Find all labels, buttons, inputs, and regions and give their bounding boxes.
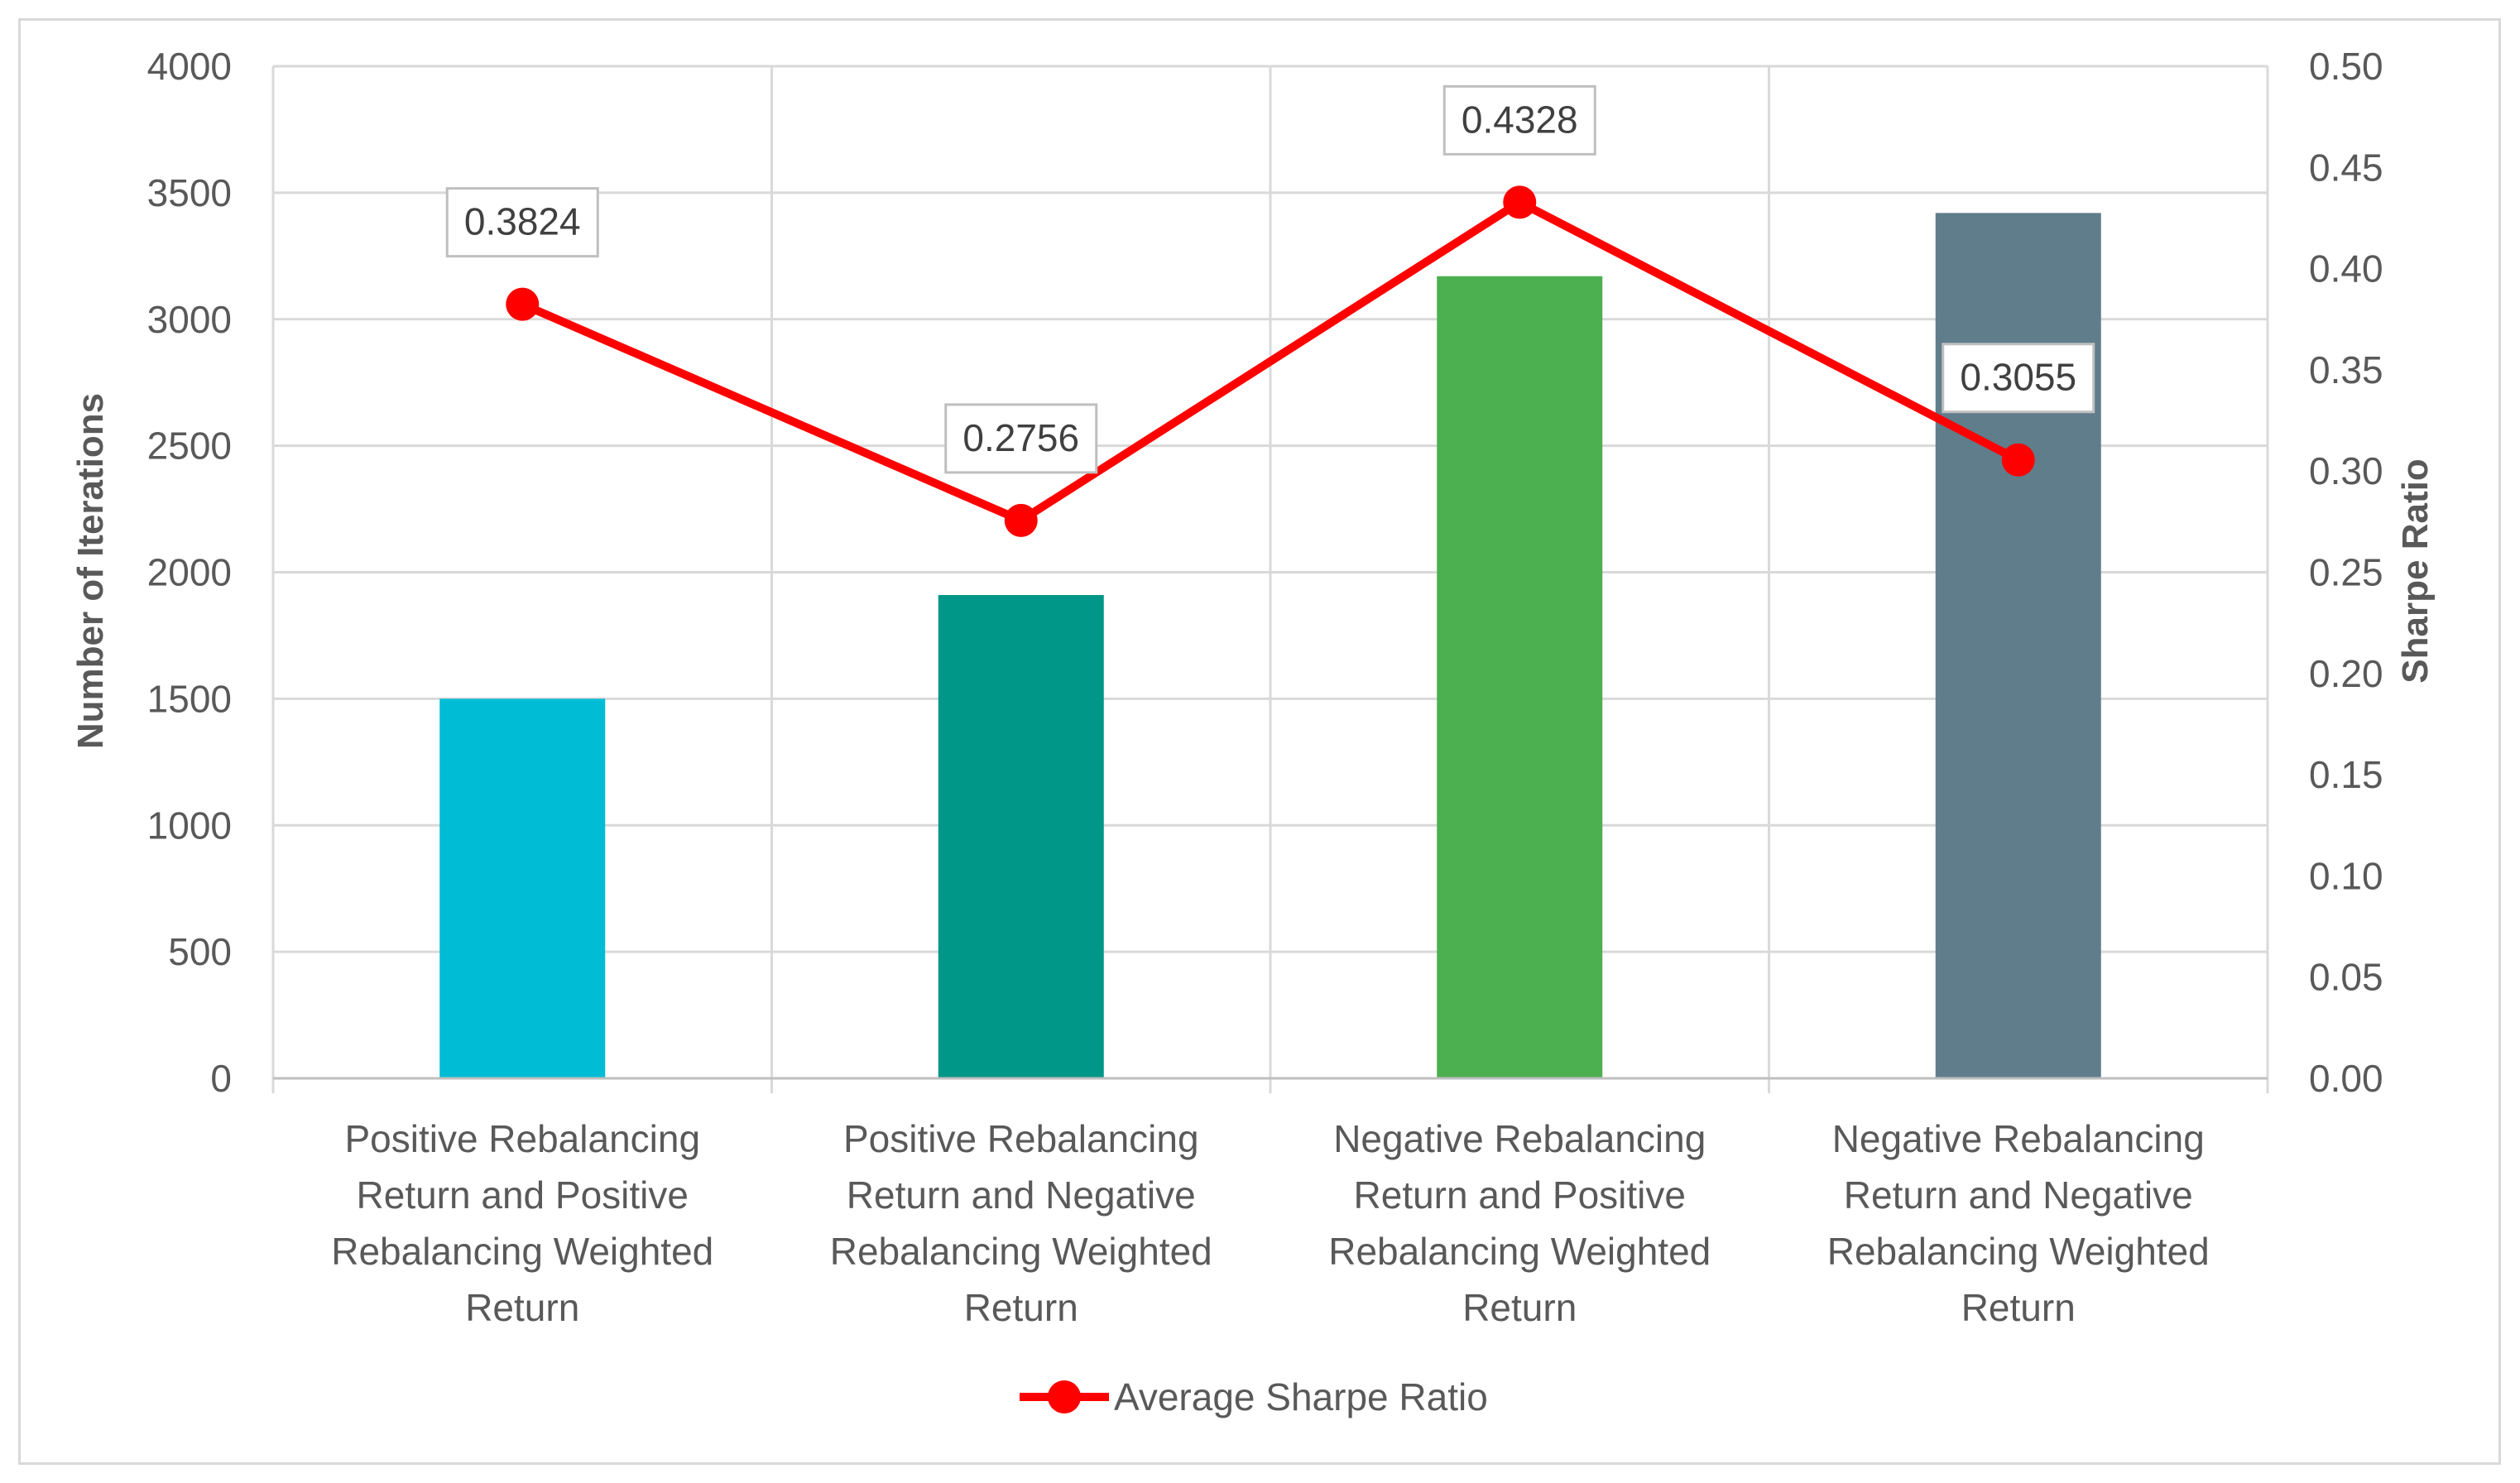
category-label: Positive Rebalancing Return and Positive R… bbox=[331, 1117, 713, 1329]
line-series bbox=[506, 185, 2035, 537]
sharpe-line bbox=[521, 198, 2021, 525]
chart-frame bbox=[18, 18, 2501, 1465]
sharpe-point bbox=[506, 287, 540, 321]
right-tick-label: 0.15 bbox=[2309, 753, 2383, 796]
bar bbox=[1935, 213, 2101, 1079]
category-label-line: Return and Negative bbox=[1844, 1173, 2193, 1217]
category-label-line: Return and Positive bbox=[1354, 1173, 1686, 1217]
category-label-line: Rebalancing Weighted bbox=[830, 1230, 1212, 1273]
data-label-box bbox=[445, 187, 599, 258]
category-label: Negative Rebalancing Return and Positive R… bbox=[1328, 1117, 1711, 1329]
left-axis-ticks: 0 500 1000 1500 2000 2500 3000 3500 4000 bbox=[147, 45, 232, 1100]
legend-label: Average Sharpe Ratio bbox=[1114, 1375, 1488, 1418]
left-tick-label: 2500 bbox=[147, 425, 232, 468]
right-tick-label: 0.05 bbox=[2309, 956, 2383, 999]
category-label-line: Rebalancing Weighted bbox=[331, 1230, 713, 1273]
left-tick-label: 3000 bbox=[147, 298, 232, 341]
category-label-line: Negative Rebalancing bbox=[1832, 1117, 2205, 1160]
category-label-line: Return bbox=[964, 1286, 1078, 1329]
data-label-box bbox=[1442, 84, 1596, 156]
category-label-line: Negative Rebalancing bbox=[1333, 1117, 1706, 1160]
right-tick-label: 0.35 bbox=[2309, 348, 2383, 391]
sharpe-point bbox=[1503, 185, 1537, 219]
legend-dot-marker bbox=[1048, 1380, 1081, 1413]
category-label-line: Return and Negative bbox=[847, 1173, 1196, 1217]
right-axis-title: Sharpe Ratio bbox=[2395, 458, 2436, 683]
data-label: 0.4328 bbox=[1462, 98, 1578, 141]
sharpe-point bbox=[2001, 443, 2035, 477]
category-label-line: Positive Rebalancing bbox=[843, 1117, 1199, 1160]
category-label: Negative Rebalancing Return and Negative R… bbox=[1827, 1117, 2210, 1329]
right-tick-label: 0.00 bbox=[2309, 1057, 2383, 1100]
left-tick-label: 0 bbox=[210, 1057, 232, 1100]
right-tick-label: 0.40 bbox=[2309, 247, 2383, 290]
category-label-line: Positive Rebalancing bbox=[344, 1117, 700, 1160]
sharpe-point bbox=[1004, 503, 1038, 537]
left-tick-label: 1000 bbox=[147, 804, 232, 847]
category-label-line: Return bbox=[465, 1286, 579, 1329]
bar bbox=[938, 595, 1104, 1078]
category-labels: Positive Rebalancing Return and Positive R… bbox=[331, 1117, 2210, 1329]
right-tick-label: 0.20 bbox=[2309, 652, 2383, 695]
left-axis-title: Number of Iterations bbox=[70, 393, 111, 749]
data-labels: 0.3824 0.2756 0.4328 0.3055 bbox=[445, 84, 2095, 474]
category-label-line: Rebalancing Weighted bbox=[1328, 1230, 1711, 1273]
data-label-box bbox=[1942, 343, 2095, 414]
right-tick-label: 0.25 bbox=[2309, 551, 2383, 594]
right-tick-label: 0.50 bbox=[2309, 45, 2383, 88]
category-label-line: Return bbox=[1961, 1286, 2076, 1329]
left-tick-label: 1500 bbox=[147, 677, 232, 720]
data-label: 0.3824 bbox=[464, 200, 581, 243]
right-axis-ticks: 0.00 0.05 0.10 0.15 0.20 0.25 0.30 0.35 0.40 0.45… bbox=[2309, 45, 2383, 1100]
category-label-line: Return bbox=[1462, 1286, 1577, 1329]
data-label: 0.3055 bbox=[1960, 356, 2076, 399]
data-label: 0.2756 bbox=[962, 416, 1079, 459]
left-tick-label: 2000 bbox=[147, 551, 232, 594]
left-tick-label: 3500 bbox=[147, 171, 232, 214]
bar bbox=[439, 698, 606, 1078]
right-tick-label: 0.10 bbox=[2309, 854, 2383, 897]
right-tick-label: 0.45 bbox=[2309, 146, 2383, 189]
left-tick-label: 4000 bbox=[147, 45, 232, 88]
data-label-box bbox=[944, 403, 1098, 474]
category-label: Positive Rebalancing Return and Negative R… bbox=[830, 1117, 1212, 1329]
bar bbox=[1437, 276, 1603, 1079]
category-label-line: Return and Positive bbox=[357, 1173, 689, 1217]
legend: Average Sharpe Ratio bbox=[1020, 1375, 1488, 1418]
right-tick-label: 0.30 bbox=[2309, 449, 2383, 492]
left-tick-label: 500 bbox=[168, 930, 232, 973]
category-label-line: Rebalancing Weighted bbox=[1827, 1230, 2210, 1273]
